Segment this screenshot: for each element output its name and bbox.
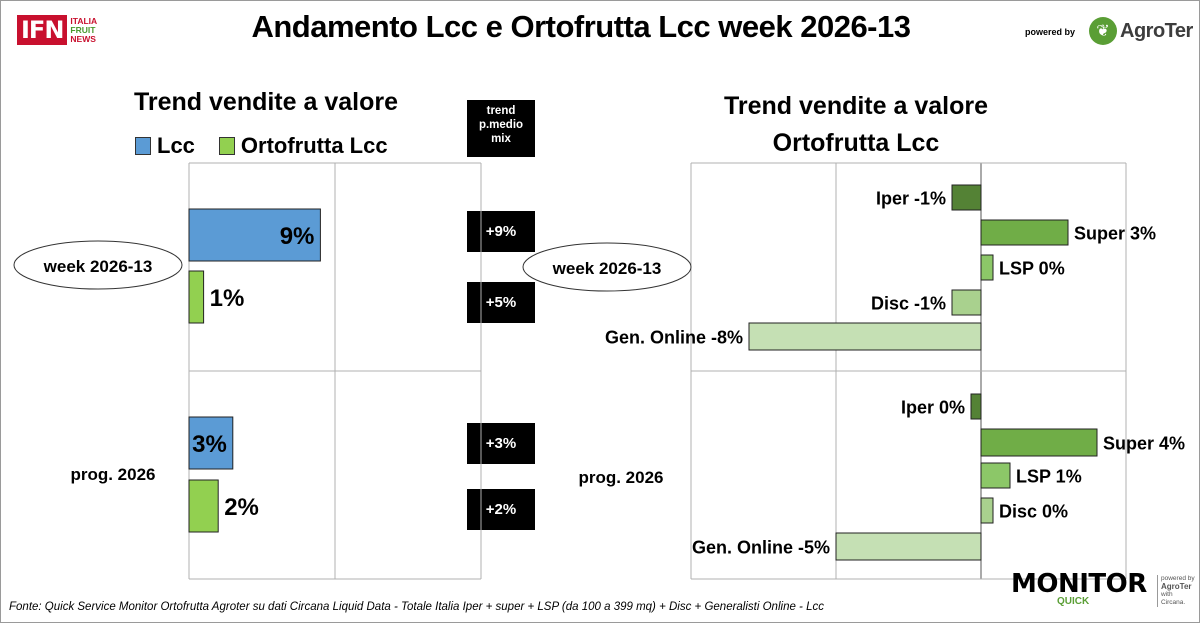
category-label: prog. 2026 [578,468,663,487]
agroter-logo-text: AgroTer [1120,19,1193,42]
page-title: Andamento Lcc e Ortofrutta Lcc week 2026… [251,9,911,44]
monitor-quick-logo: MONITOR QUICK [1011,569,1147,607]
bar-lcc [188,208,321,262]
chart-legend: Lcc Ortofrutta Lcc [135,133,412,159]
source-footnote: Fonte: Quick Service Monitor Ortofrutta … [9,601,824,613]
category-highlight-oval [13,240,183,290]
right-chart-title-text: Trend vendite a valore Ortofrutta Lcc [724,92,988,157]
legend-swatch-ortofrutta [218,137,235,155]
data-label: Super 4% [1103,434,1185,454]
category-label: week 2026-13 [43,257,153,276]
trend-value: +3% [467,423,535,464]
bar-lsp [980,254,994,281]
bar-gen-online [835,532,982,561]
data-label: 9% [280,223,315,250]
powered-by-label: powered by [1025,27,1076,37]
data-label: 3% [192,431,227,458]
legend-swatch-lcc [135,137,151,155]
ifn-logo: IFN ITALIA FRUIT NEWS [17,15,97,45]
bar-disc [951,289,982,316]
data-label: LSP 0% [999,259,1065,279]
bar-disc [980,497,994,524]
category-highlight-oval [522,242,692,292]
data-label: LSP 1% [1016,467,1082,487]
data-label: Gen. Online -5% [692,538,830,558]
data-label: 1% [210,285,245,312]
leaf-icon: ❦ [1089,17,1117,45]
left-chart-title: Trend vendite a valore [134,88,398,116]
data-label: Gen. Online -8% [605,328,743,348]
legend-item-ortofrutta: Ortofrutta Lcc [218,133,388,159]
monitor-powered-by: powered by AgroTer with Circana. [1157,575,1195,607]
data-label: Disc -1% [871,294,946,314]
category-label: prog. 2026 [70,465,155,484]
data-label: 2% [224,494,259,521]
agroter-logo: ❦ AgroTer [1089,17,1193,45]
legend-item-lcc: Lcc [135,133,195,159]
bar-iper [951,184,982,211]
bar-ortofrutta [188,270,205,324]
trend-value: +9% [467,211,535,252]
data-label: Super 3% [1074,224,1156,244]
bar-super [980,428,1098,457]
bar-lsp [980,462,1011,489]
category-label: week 2026-13 [552,259,662,278]
monitor-logo-sub: QUICK [1057,596,1090,607]
bar-super [980,219,1069,246]
bar-iper [970,393,982,420]
ifn-logo-mark: IFN [17,15,68,45]
trend-value: +2% [467,489,535,530]
bar-gen-online [748,322,982,351]
data-label: Iper -1% [876,189,946,209]
trend-value: +5% [467,282,535,323]
bar-ortofrutta [188,479,219,533]
data-label: Disc 0% [999,502,1068,522]
monitor-logo-text: MONITOR [1011,569,1147,599]
bar-lcc [188,416,234,470]
right-chart-title: Trend vendite a valore Ortofrutta Lcc [691,88,1021,162]
data-label: Iper 0% [901,398,965,418]
trend-header: trend p.medio mix [467,100,535,157]
ifn-logo-text: ITALIA FRUIT NEWS [70,15,98,44]
